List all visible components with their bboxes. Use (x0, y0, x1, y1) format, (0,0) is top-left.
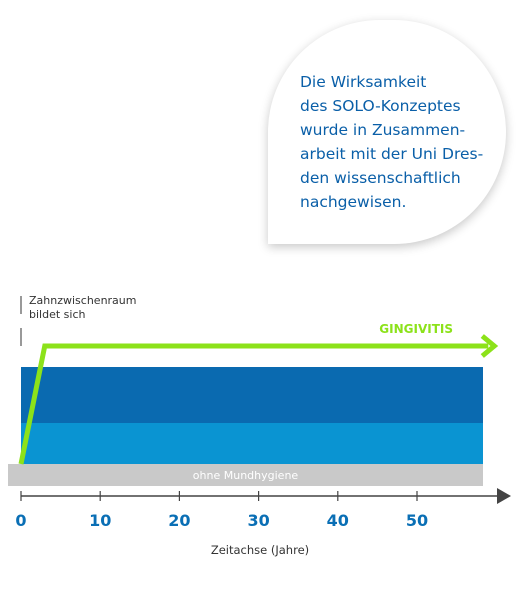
gingivitis-line (18, 343, 489, 465)
annotation-line: Zahnzwischenraum (29, 294, 137, 307)
band-dark-blue (21, 367, 483, 423)
x-tick-label: 20 (168, 511, 190, 530)
x-tick-label: 40 (327, 511, 349, 530)
x-tick-label: 50 (406, 511, 428, 530)
x-tick-label: 10 (89, 511, 111, 530)
x-axis-arrow (497, 488, 511, 504)
gingivitis-arrowhead (480, 334, 499, 358)
band-ohne-mundhygiene (8, 464, 483, 486)
annotation-line: bildet sich (29, 308, 85, 321)
series-layer (18, 334, 499, 465)
band-label-ohne-mundhygiene: ohne Mundhygiene (193, 469, 299, 482)
axis-layer (20, 296, 511, 504)
band-light-blue (21, 423, 483, 464)
annotation-text: Zahnzwischenraum bildet sich (29, 294, 137, 321)
x-axis-label: Zeitachse (Jahre) (211, 543, 309, 557)
x-tick-label: 0 (15, 511, 26, 530)
gingivitis-label: GINGIVITIS (379, 322, 453, 336)
text-layer: ohne Mundhygiene Zahnzwischenraum bildet s… (15, 294, 453, 557)
x-tick-label: 30 (247, 511, 269, 530)
info-bubble (268, 20, 506, 244)
bands-layer (8, 367, 483, 486)
info-bubble-text: Die Wirksamkeit des SOLO-Konzeptes wurde… (300, 73, 484, 211)
